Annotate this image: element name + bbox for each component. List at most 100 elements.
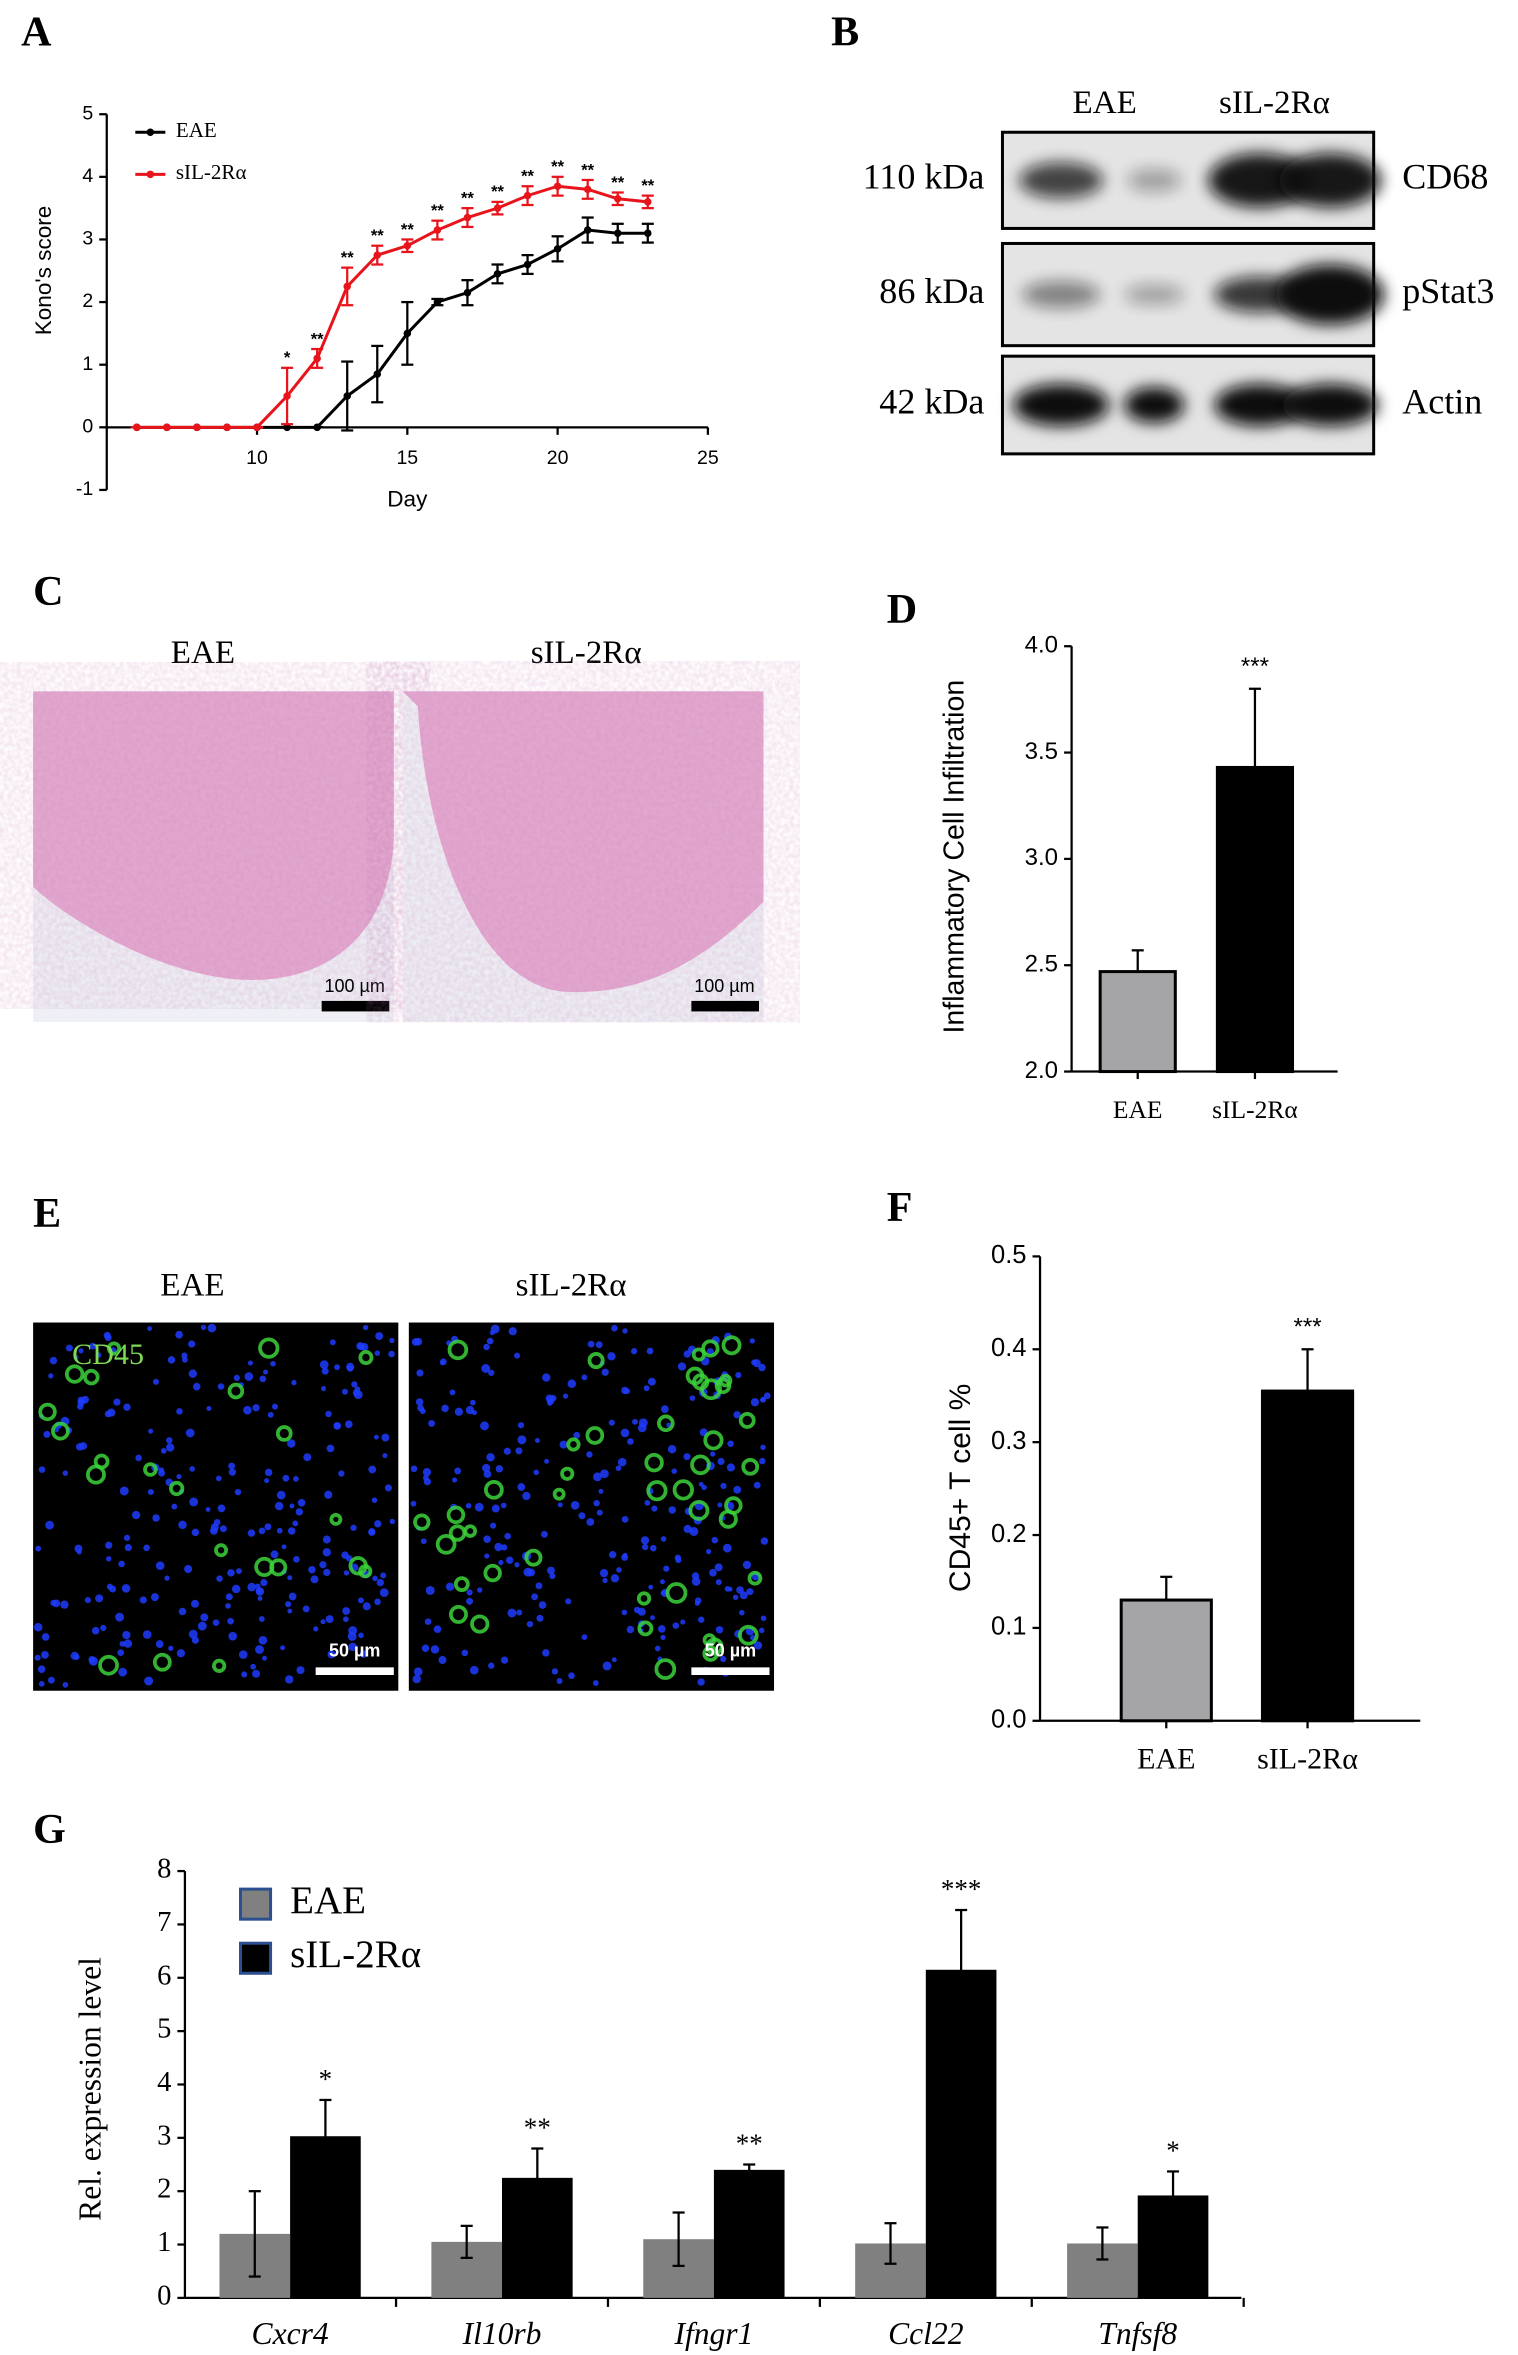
cd45-cell [413, 1513, 431, 1531]
nucleus [732, 1594, 739, 1601]
point [644, 198, 652, 206]
blot-protein: pStat3 [1402, 271, 1494, 311]
legend-marker [146, 170, 155, 179]
blot-size: 42 kDa [879, 381, 984, 421]
cd45-cell [64, 1364, 85, 1384]
nucleus [381, 1433, 390, 1442]
point [313, 354, 321, 363]
nucleus [347, 1365, 354, 1372]
nucleus [680, 1619, 686, 1625]
nucleus [62, 1681, 69, 1688]
nucleus [293, 1556, 300, 1563]
blot-band [1124, 284, 1185, 306]
nucleus [490, 1522, 497, 1529]
nucleus [152, 1378, 159, 1385]
nucleus [414, 1337, 423, 1346]
panel-label: B [831, 10, 859, 56]
nucleus [343, 1570, 350, 1576]
x-tick-label: EAE [1137, 1741, 1195, 1775]
panel-label: E [33, 1191, 61, 1237]
nucleus [600, 1469, 609, 1479]
scale-bar-label: 100 µm [325, 976, 385, 996]
nucleus [709, 1568, 717, 1577]
nucleus [200, 1613, 209, 1622]
nucleus [41, 1633, 50, 1641]
point [523, 191, 532, 200]
nucleus [715, 1626, 724, 1634]
nucleus [184, 1565, 193, 1574]
nucleus [657, 1625, 666, 1633]
nucleus [178, 1607, 187, 1616]
nucleus [379, 1588, 389, 1597]
nucleus [559, 1440, 568, 1449]
histology-group-label: EAE [171, 635, 235, 671]
cd45-cell [38, 1402, 57, 1422]
cd45-cell [738, 1412, 756, 1429]
nucleus [175, 1330, 183, 1339]
nucleus [545, 1394, 554, 1403]
nucleus [106, 1556, 112, 1562]
cd45-cell [227, 1382, 245, 1400]
nucleus [258, 1635, 268, 1645]
nucleus [77, 1396, 85, 1404]
nucleus [466, 1589, 473, 1596]
nucleus [206, 1405, 212, 1412]
nucleus [739, 1591, 748, 1600]
nucleus [568, 1672, 575, 1680]
nucleus [352, 1389, 360, 1396]
y-tick-label: 2.5 [1025, 951, 1058, 978]
y-tick-label: 0.1 [991, 1613, 1026, 1641]
cd45-cell [447, 1339, 469, 1361]
cd45-cell [470, 1614, 490, 1634]
nucleus [674, 1554, 682, 1562]
nucleus [319, 1561, 327, 1569]
nucleus [752, 1359, 761, 1368]
nucleus [534, 1438, 540, 1443]
nucleus [185, 1428, 195, 1438]
significance: ** [641, 176, 654, 195]
nucleus [643, 1385, 650, 1392]
point [343, 392, 351, 400]
point [463, 213, 472, 222]
nucleus [746, 1588, 754, 1596]
nucleus [587, 1340, 595, 1348]
y-tick-label: 0 [157, 2280, 171, 2311]
nucleus [517, 1435, 527, 1445]
nucleus [191, 1636, 200, 1644]
point [163, 423, 171, 432]
nucleus [578, 1512, 586, 1520]
nucleus [284, 1675, 294, 1684]
nucleus [287, 1608, 293, 1614]
nucleus [760, 1537, 769, 1545]
point [133, 423, 141, 432]
nucleus [334, 1364, 340, 1371]
nucleus [252, 1404, 260, 1412]
point [613, 229, 622, 237]
y-axis-label: Inflammatory Cell Infiltration [938, 680, 970, 1034]
tissue-texture [33, 691, 394, 980]
nucleus [228, 1468, 237, 1476]
nucleus [48, 1676, 55, 1684]
nucleus [152, 1514, 160, 1522]
nucleus [241, 1671, 248, 1678]
cd45-cell [560, 1466, 575, 1481]
nucleus [74, 1544, 83, 1553]
point [523, 260, 532, 269]
point [613, 194, 622, 203]
cd45-cell [644, 1452, 664, 1473]
x-tick-label: Il10rb [462, 2316, 542, 2351]
cd45-cell [98, 1654, 119, 1676]
nucleus [38, 1466, 46, 1473]
nucleus [323, 1568, 331, 1577]
y-tick-label: -1 [76, 478, 93, 500]
nucleus [647, 1377, 656, 1386]
nucleus [650, 1615, 655, 1621]
nucleus [272, 1403, 278, 1410]
nucleus [368, 1465, 377, 1474]
nucleus [78, 1348, 84, 1354]
nucleus [147, 1488, 154, 1496]
nucleus [308, 1566, 316, 1574]
nucleus [454, 1407, 463, 1416]
nucleus [622, 1552, 628, 1558]
